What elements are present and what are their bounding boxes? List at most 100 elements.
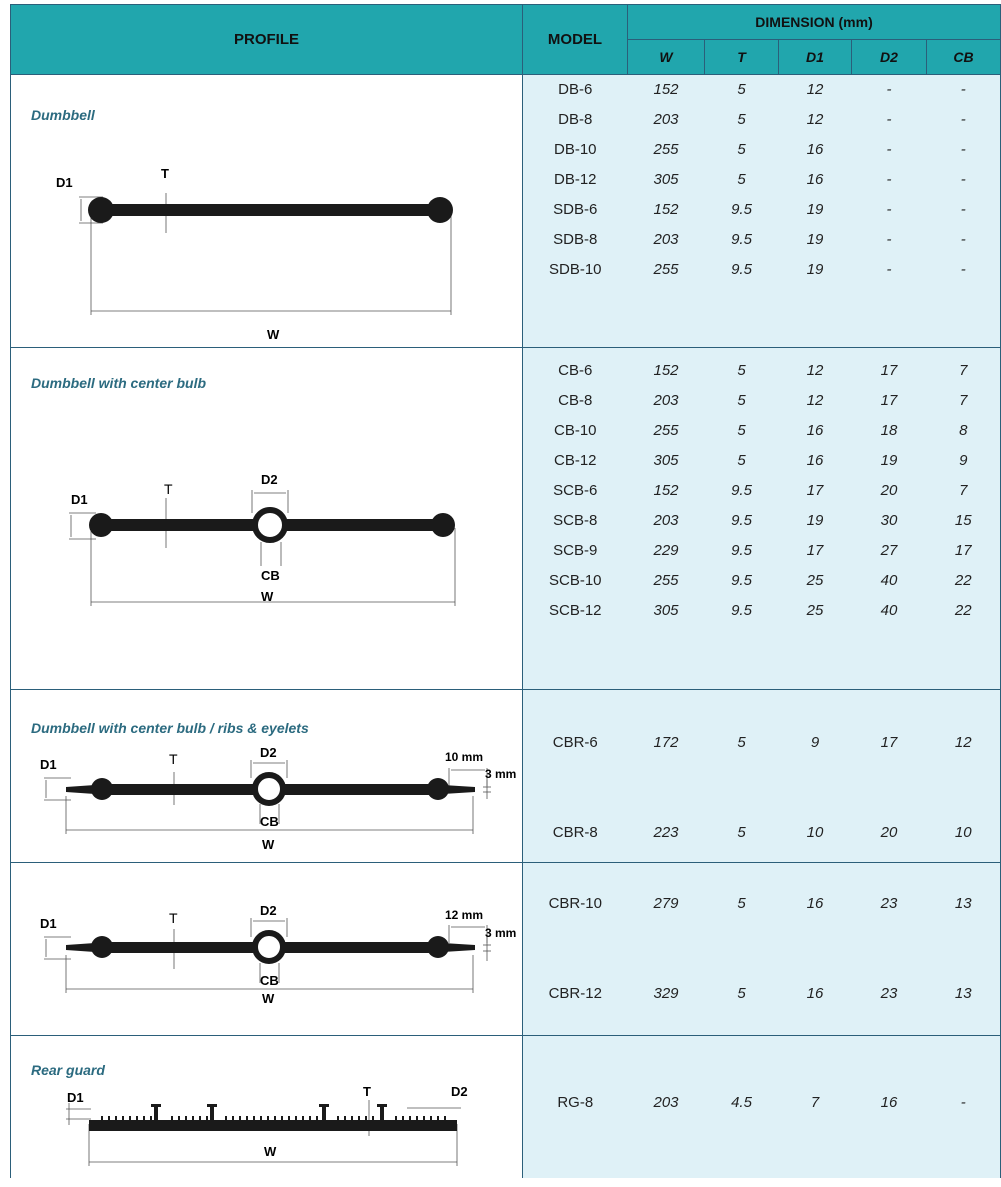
d1-cell: 12 <box>806 111 824 128</box>
w-cell: 255 <box>653 572 679 589</box>
w-cell: 152 <box>653 362 679 379</box>
label-d2: D2 <box>260 903 277 918</box>
w-cell: 203 <box>653 111 679 128</box>
spec-table: PROFILE MODEL DIMENSION (mm) W T D1 D2 C… <box>10 4 1001 1178</box>
label-d1: D1 <box>67 1090 84 1105</box>
d2-cell: - <box>886 81 892 98</box>
t-cell: 5 <box>737 985 746 1002</box>
model-cell: CBR-10 <box>548 895 602 912</box>
profile-dumbbell: Dumbbell D1 T W <box>10 74 523 348</box>
d2-cell: 19 <box>880 452 898 469</box>
d2-cell: 23 <box>880 985 898 1002</box>
label-eyelet-length: 10 mm <box>445 750 483 764</box>
w-cell: 255 <box>653 141 679 158</box>
d1-cell: 25 <box>806 572 824 589</box>
col-cb-header: CB <box>925 39 1001 75</box>
model-cell: SDB-8 <box>553 231 598 248</box>
cb-cell: 12 <box>954 734 972 751</box>
dimension-header: DIMENSION (mm) <box>626 4 1001 40</box>
d2-cell: 30 <box>880 512 898 529</box>
cb-cell: 22 <box>954 572 972 589</box>
label-d1: D1 <box>71 492 88 507</box>
rear-guard-diagram: D1 T D2 W <box>66 1084 468 1166</box>
d1-cell: 7 <box>810 1094 820 1111</box>
label-d1: D1 <box>56 175 73 190</box>
w-cell: 223 <box>653 824 679 841</box>
col-t-header: T <box>704 39 779 75</box>
d2-cell: 17 <box>880 734 898 751</box>
model-cell: SDB-6 <box>553 201 598 218</box>
profile-header: PROFILE <box>10 4 523 75</box>
d1-cell: 16 <box>806 985 824 1002</box>
cb-cell: - <box>960 261 966 278</box>
label-cb: CB <box>260 814 279 829</box>
w-cell: 305 <box>653 171 679 188</box>
cb-cell: 7 <box>959 362 968 379</box>
cb-cell: 7 <box>959 392 968 409</box>
w-cell: 329 <box>653 985 679 1002</box>
label-t: T <box>161 166 169 181</box>
w-cell: 229 <box>653 542 679 559</box>
profile-dumbbell-center-bulb: Dumbbell with center bulb <box>10 347 523 690</box>
d2-cell: - <box>886 111 892 128</box>
model-cell: SCB-9 <box>553 542 598 559</box>
label-cb: CB <box>260 973 279 988</box>
label-d1: D1 <box>40 916 57 931</box>
d2-cell: 17 <box>880 392 898 409</box>
t-cell: 9.5 <box>731 261 752 278</box>
model-cell: SCB-6 <box>553 482 598 499</box>
w-cell: 203 <box>653 512 679 529</box>
w-cell: 255 <box>653 261 679 278</box>
t-cell: 5 <box>737 81 746 98</box>
label-d2: D2 <box>260 745 277 760</box>
d1-cell: 16 <box>806 141 824 158</box>
label-w: W <box>261 589 274 604</box>
d2-cell: 40 <box>880 572 898 589</box>
cb-cell: 22 <box>954 602 972 619</box>
d1-cell: 19 <box>806 261 824 278</box>
d1-cell: 12 <box>806 362 824 379</box>
t-cell: 5 <box>737 171 746 188</box>
d1-cell: 16 <box>806 422 824 439</box>
w-cell: 152 <box>653 482 679 499</box>
w-cell: 203 <box>653 1094 679 1111</box>
cb-cell: 7 <box>959 482 968 499</box>
d2-cell: 20 <box>880 482 898 499</box>
label-w: W <box>262 837 275 852</box>
model-cell: DB-6 <box>558 81 593 98</box>
d1-cell: 10 <box>806 824 824 841</box>
d2-cell: - <box>886 201 892 218</box>
model-cell: CB-8 <box>558 392 593 409</box>
col-d2-header: D2 <box>851 39 927 75</box>
label-cb: CB <box>261 568 280 583</box>
d2-cell: - <box>886 171 892 188</box>
t-cell: 5 <box>737 422 746 439</box>
model-cell: CB-10 <box>553 422 597 439</box>
cb-cell: 8 <box>959 422 968 439</box>
t-cell: 5 <box>737 111 746 128</box>
col-w-header: W <box>627 39 705 75</box>
d1-cell: 12 <box>806 392 824 409</box>
model-cell: CBR-12 <box>548 985 602 1002</box>
cb-cell: 13 <box>954 985 972 1002</box>
t-cell: 5 <box>737 141 746 158</box>
label-d2: D2 <box>261 472 278 487</box>
t-cell: 5 <box>737 824 746 841</box>
d1-cell: 12 <box>806 81 824 98</box>
model-cell: CBR-8 <box>552 824 598 841</box>
model-cell: CB-6 <box>558 362 593 379</box>
cb-cell: - <box>960 1094 966 1111</box>
d2-cell: 17 <box>880 362 898 379</box>
d1-cell: 19 <box>806 201 824 218</box>
cb-cell: 9 <box>959 452 968 469</box>
col-d1-header: D1 <box>778 39 852 75</box>
t-cell: 4.5 <box>731 1094 752 1111</box>
model-cell: DB-10 <box>553 141 597 158</box>
model-cell: SCB-12 <box>548 602 602 619</box>
d1-cell: 16 <box>806 171 824 188</box>
ribs-eyelets-diagram: D1 T D2 10 mm 3 mm CB W <box>40 745 516 852</box>
group-title: Rear guard <box>31 1062 105 1078</box>
t-cell: 9.5 <box>731 482 752 499</box>
cb-cell: - <box>960 81 966 98</box>
d1-cell: 16 <box>806 452 824 469</box>
